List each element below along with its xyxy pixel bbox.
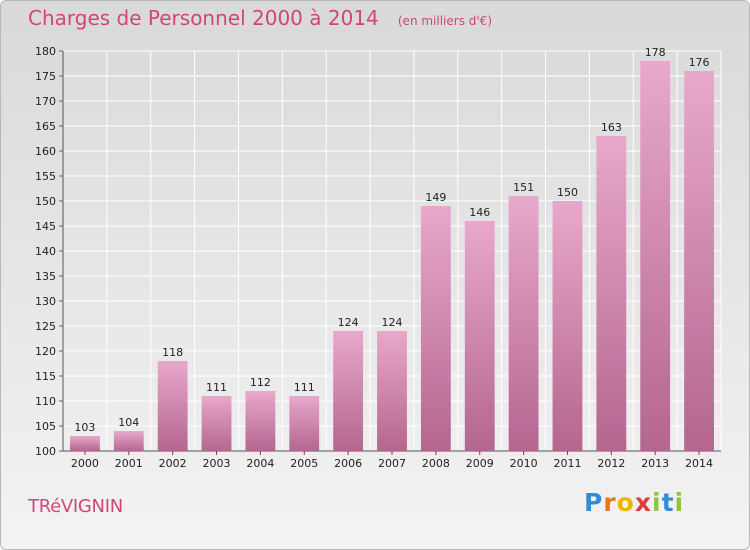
value-label: 178 (645, 46, 666, 59)
y-tick-label: 140 (35, 245, 56, 258)
x-tick-label: 2006 (334, 457, 362, 470)
value-label: 150 (557, 186, 578, 199)
bar-2009[interactable] (464, 221, 495, 451)
value-label: 146 (469, 206, 490, 219)
value-label: 111 (294, 381, 315, 394)
value-label: 151 (513, 181, 534, 194)
bar-2006[interactable] (333, 331, 364, 451)
x-tick-label: 2008 (422, 457, 450, 470)
x-tick-label: 2000 (71, 457, 99, 470)
bar-2014[interactable] (684, 71, 714, 451)
value-label: 163 (601, 121, 622, 134)
value-label: 149 (425, 191, 446, 204)
value-label: 104 (118, 416, 139, 429)
logo-letter: o (616, 488, 635, 517)
y-tick-label: 130 (35, 295, 56, 308)
bar-2007[interactable] (377, 331, 407, 451)
bar-2001[interactable] (113, 431, 144, 451)
y-tick-label: 155 (35, 170, 56, 183)
bar-2011[interactable] (552, 201, 583, 451)
x-tick-label: 2009 (466, 457, 494, 470)
x-tick-label: 2013 (641, 457, 669, 470)
y-tick-label: 175 (35, 70, 56, 83)
value-label: 124 (382, 316, 403, 329)
value-labels: 103 104 118 111 112 111 124 124 149 146 151 150 163 1… (74, 46, 709, 434)
y-tick-label: 170 (35, 95, 56, 108)
bar-2002[interactable] (157, 361, 188, 451)
y-tick-label: 115 (35, 370, 56, 383)
y-tick-label: 150 (35, 195, 56, 208)
value-label: 176 (689, 56, 710, 69)
bar-2012[interactable] (596, 136, 627, 451)
logo-letter: x (634, 488, 652, 517)
y-tick-label: 165 (35, 120, 56, 133)
logo-letter: r (603, 488, 617, 517)
commune-name: TRéVIGNIN (28, 496, 123, 517)
x-tick-label: 2012 (597, 457, 625, 470)
chart-unit: (en milliers d'€) (397, 14, 492, 28)
proxiti-logo[interactable]: Proxiti (584, 488, 684, 517)
logo-letter: i (674, 488, 685, 517)
x-tick-label: 2014 (685, 457, 713, 470)
y-tick-label: 135 (35, 270, 56, 283)
bar-2010[interactable] (508, 196, 539, 451)
bar-2004[interactable] (245, 391, 276, 451)
y-tick-label: 120 (35, 345, 56, 358)
x-tick-label: 2007 (378, 457, 406, 470)
x-tick-label: 2002 (159, 457, 187, 470)
value-label: 118 (162, 346, 183, 359)
y-tick-label: 145 (35, 220, 56, 233)
bar-2003[interactable] (201, 396, 232, 451)
x-tick-label: 2011 (553, 457, 581, 470)
y-tick-label: 125 (35, 320, 56, 333)
bars (70, 61, 714, 451)
chart-title: Charges de Personnel 2000 à 2014 (28, 6, 379, 30)
y-tick-label: 110 (35, 395, 56, 408)
y-tick-label: 100 (35, 445, 56, 458)
bar-2013[interactable] (640, 61, 671, 451)
x-tick-label: 2001 (115, 457, 143, 470)
x-tick-label: 2010 (510, 457, 538, 470)
bar-2005[interactable] (289, 396, 320, 451)
logo-letter: t (661, 488, 675, 517)
value-label: 112 (250, 376, 271, 389)
y-tick-label: 105 (35, 420, 56, 433)
y-tick-label: 160 (35, 145, 56, 158)
logo-letter: i (652, 488, 662, 517)
value-label: 111 (206, 381, 227, 394)
x-tick-label: 2005 (290, 457, 318, 470)
x-tick-label: 2004 (246, 457, 274, 470)
x-tick-label: 2003 (203, 457, 231, 470)
value-label: 103 (74, 421, 95, 434)
bar-2008[interactable] (420, 206, 451, 451)
value-label: 124 (338, 316, 359, 329)
y-tick-label: 180 (35, 45, 56, 58)
logo-letter: P (584, 488, 604, 517)
chart-header: Charges de Personnel 2000 à 2014 (en mil… (28, 6, 492, 30)
bar-2000[interactable] (70, 436, 100, 451)
